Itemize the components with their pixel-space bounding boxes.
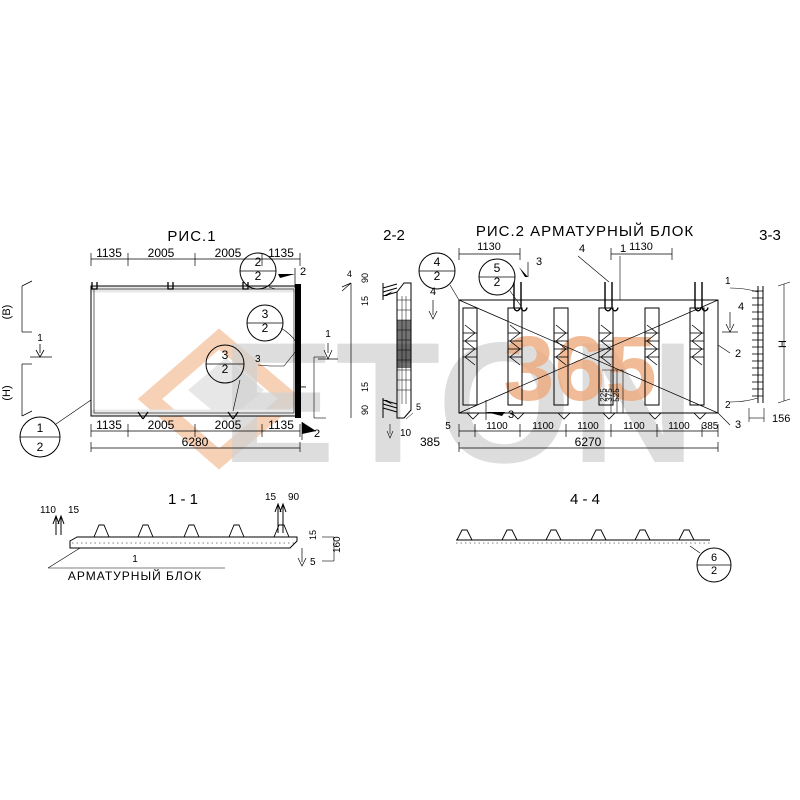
svg-text:156: 156 xyxy=(772,413,790,425)
svg-text:15: 15 xyxy=(308,530,318,540)
svg-text:1: 1 xyxy=(325,329,331,340)
svg-text:АРМАТУРНЫЙ БЛОК: АРМАТУРНЫЙ БЛОК xyxy=(68,568,202,583)
svg-text:2: 2 xyxy=(222,362,229,376)
svg-text:90: 90 xyxy=(288,492,300,503)
svg-text:15: 15 xyxy=(68,505,80,516)
svg-text:1100: 1100 xyxy=(486,421,508,432)
svg-text:4: 4 xyxy=(434,255,441,269)
svg-text:РИС.1: РИС.1 xyxy=(167,228,216,245)
svg-text:2: 2 xyxy=(434,269,441,283)
svg-text:15: 15 xyxy=(265,492,277,503)
svg-text:2: 2 xyxy=(735,348,741,360)
svg-text:5: 5 xyxy=(445,421,451,432)
svg-text:90: 90 xyxy=(360,405,370,415)
svg-text:6280: 6280 xyxy=(182,435,209,449)
svg-text:(H): (H) xyxy=(1,385,13,400)
svg-text:10: 10 xyxy=(400,428,412,439)
svg-text:4: 4 xyxy=(579,243,585,255)
svg-text:1135: 1135 xyxy=(96,246,122,260)
svg-text:T: T xyxy=(298,384,309,390)
svg-text:2: 2 xyxy=(262,321,269,335)
svg-text:15: 15 xyxy=(360,296,370,306)
svg-text:2: 2 xyxy=(314,428,320,440)
svg-text:385: 385 xyxy=(420,435,440,449)
svg-text:5: 5 xyxy=(310,557,316,568)
svg-text:2: 2 xyxy=(255,255,262,269)
svg-text:1135: 1135 xyxy=(268,246,294,260)
svg-text:1: 1 xyxy=(37,421,44,435)
svg-text:3: 3 xyxy=(255,354,261,365)
svg-text:3: 3 xyxy=(735,419,741,431)
svg-text:1130: 1130 xyxy=(629,241,653,253)
svg-text:2-2: 2-2 xyxy=(383,227,405,244)
svg-text:1135: 1135 xyxy=(268,418,294,432)
svg-text:1 - 1: 1 - 1 xyxy=(168,491,198,508)
svg-text:3: 3 xyxy=(536,256,542,268)
svg-text:2: 2 xyxy=(711,565,717,577)
svg-text:2005: 2005 xyxy=(148,246,175,260)
svg-text:385: 385 xyxy=(702,421,719,432)
svg-text:H: H xyxy=(777,340,789,348)
svg-text:2: 2 xyxy=(37,440,44,454)
svg-text:5: 5 xyxy=(494,261,501,275)
svg-text:2005: 2005 xyxy=(215,246,242,260)
svg-text:РИС.2 АРМАТУРНЫЙ БЛОК: РИС.2 АРМАТУРНЫЙ БЛОК xyxy=(476,222,694,240)
svg-text:1: 1 xyxy=(620,243,626,255)
svg-text:4: 4 xyxy=(738,301,744,313)
svg-text:15: 15 xyxy=(360,382,370,392)
svg-text:2: 2 xyxy=(725,400,731,411)
svg-text:3: 3 xyxy=(222,348,229,362)
svg-text:1100: 1100 xyxy=(577,421,599,432)
svg-text:365: 365 xyxy=(503,318,657,420)
svg-text:2: 2 xyxy=(255,269,262,283)
svg-text:4: 4 xyxy=(347,269,352,279)
svg-text:1: 1 xyxy=(132,554,138,565)
svg-text:2: 2 xyxy=(300,266,306,278)
svg-text:1100: 1100 xyxy=(532,421,554,432)
svg-text:2005: 2005 xyxy=(215,418,242,432)
svg-text:6270: 6270 xyxy=(575,435,602,449)
svg-text:110: 110 xyxy=(40,505,56,516)
svg-text:1130: 1130 xyxy=(477,241,501,253)
svg-text:(B): (B) xyxy=(1,305,13,320)
svg-text:1135: 1135 xyxy=(96,418,122,432)
svg-text:160: 160 xyxy=(332,536,343,553)
svg-text:4: 4 xyxy=(430,286,436,298)
svg-text:1: 1 xyxy=(37,333,43,344)
svg-text:90: 90 xyxy=(360,273,370,283)
svg-text:5: 5 xyxy=(416,402,421,412)
svg-text:3: 3 xyxy=(262,307,269,321)
svg-text:6: 6 xyxy=(711,552,717,564)
svg-text:3: 3 xyxy=(508,409,514,421)
svg-text:1100: 1100 xyxy=(623,421,645,432)
svg-text:1: 1 xyxy=(725,276,731,287)
svg-text:1100: 1100 xyxy=(668,421,690,432)
svg-text:525: 525 xyxy=(612,388,621,402)
svg-text:2: 2 xyxy=(494,275,501,289)
svg-text:4 - 4: 4 - 4 xyxy=(570,491,600,508)
svg-text:2005: 2005 xyxy=(148,418,175,432)
svg-text:3-3: 3-3 xyxy=(759,227,781,244)
